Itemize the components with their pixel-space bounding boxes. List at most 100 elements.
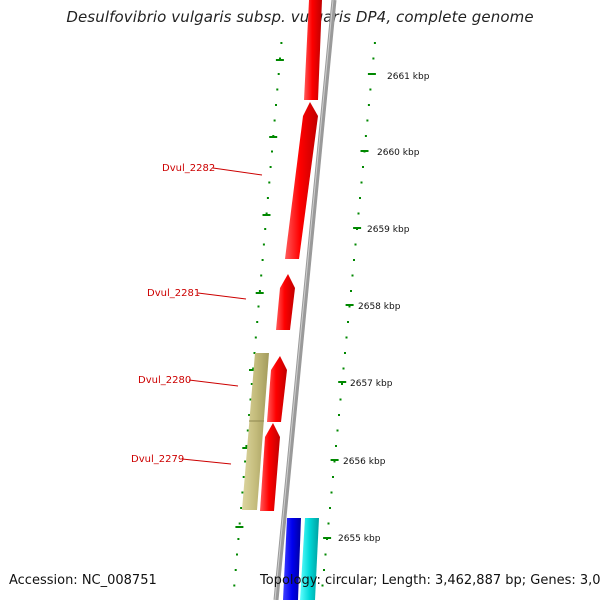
tick-major: [367, 73, 376, 75]
tick-dot: [345, 336, 348, 339]
tick-dot: [254, 336, 257, 339]
scale-label: 2659 kbp: [367, 225, 410, 235]
tick-dot: [249, 398, 252, 401]
tick-dot: [260, 274, 263, 277]
tick-dot: [273, 119, 276, 122]
tick-dot: [335, 445, 337, 447]
cyan-feature: [300, 518, 319, 600]
tick-dot: [237, 538, 240, 540]
gene-label-leaders: [181, 167, 263, 465]
tick-dot: [321, 584, 324, 587]
tick-major: [242, 447, 251, 449]
tick-dot: [348, 305, 351, 308]
scale-label: 2661 kbp: [387, 72, 430, 82]
tick-dot: [238, 522, 241, 525]
tick-dot: [336, 429, 339, 432]
tick-dot: [252, 367, 255, 370]
scale-label: 2656 kbp: [343, 457, 386, 467]
tick-dot: [256, 321, 259, 323]
tick-dot: [364, 135, 367, 137]
cds-dvul-2281: [276, 274, 295, 330]
tick-major: [275, 59, 284, 61]
tick-dot: [339, 398, 342, 401]
tick-dot: [366, 119, 369, 122]
genome-backbone: [273, 0, 337, 600]
tick-dot: [265, 212, 268, 215]
tick-dot: [264, 228, 267, 230]
tick-dot: [359, 197, 361, 199]
tick-dot: [242, 476, 245, 478]
gene-label: Dvul_2282: [162, 163, 215, 174]
tick-dot: [323, 569, 325, 571]
tick-dot: [245, 445, 248, 447]
tick-major: [323, 537, 332, 539]
tick-dot: [372, 57, 375, 60]
tick-major: [255, 292, 264, 294]
tick-major: [353, 227, 362, 229]
tick-marks: [233, 42, 376, 587]
tick-dot: [354, 243, 357, 246]
tick-major: [249, 369, 257, 371]
cds-dvul-2279: [260, 423, 280, 511]
tick-major: [338, 381, 347, 383]
tick-major: [360, 150, 369, 152]
tick-dot: [236, 553, 238, 556]
cds-dvul-2283: [304, 0, 322, 100]
gene-label: Dvul_2279: [131, 454, 184, 465]
blue-feature: [283, 518, 301, 600]
tick-dot: [360, 181, 363, 184]
tick-dot: [262, 243, 265, 246]
tick-dot: [250, 383, 253, 385]
tick-dot: [266, 197, 269, 199]
tick-dot: [279, 57, 281, 60]
tick-major: [262, 214, 271, 216]
tick-major: [235, 526, 244, 528]
tick-dot: [244, 460, 247, 463]
tick-dot: [268, 181, 271, 184]
tick-dot: [258, 290, 261, 292]
genome-backbone-highlight: [274, 0, 334, 600]
tick-dot: [233, 584, 236, 587]
tick-dot: [373, 42, 376, 44]
tick-dot: [353, 259, 355, 261]
tick-dot: [280, 42, 283, 44]
topology-summary: Topology: circular; Length: 3,462,887 bp…: [260, 573, 600, 588]
scale-label: 2657 kbp: [350, 379, 393, 389]
tick-dot: [261, 259, 264, 261]
tick-dot: [357, 212, 360, 215]
tick-dot: [257, 305, 260, 308]
tick-dot: [332, 476, 334, 478]
map-title: Desulfovibrio vulgaris subsp. vulgaris D…: [66, 8, 534, 26]
tick-dot: [344, 352, 346, 354]
tick-dot: [362, 166, 364, 168]
gene-label: Dvul_2281: [147, 288, 200, 299]
tick-dot: [324, 553, 327, 556]
tick-dot: [333, 460, 336, 463]
tick-dot: [369, 88, 372, 91]
tan-feature: [242, 353, 269, 510]
tick-dot: [327, 522, 330, 525]
cds-dvul-2280: [267, 356, 287, 422]
tick-dot: [240, 507, 243, 509]
scale-label: 2658 kbp: [358, 302, 401, 312]
tick-dot: [329, 507, 331, 509]
tick-dot: [276, 88, 279, 91]
tick-dot: [347, 321, 349, 323]
tick-dot: [248, 414, 251, 416]
tick-dot: [246, 429, 249, 432]
tick-dot: [351, 274, 354, 277]
scale-label: 2655 kbp: [338, 534, 381, 544]
cds-dvul-2282: [285, 102, 318, 259]
tick-dot: [271, 150, 273, 153]
tick-dot: [269, 166, 272, 168]
tick-major: [345, 304, 354, 306]
tick-dot: [367, 104, 370, 106]
tick-dot: [241, 491, 244, 494]
tick-dot: [338, 414, 340, 416]
tick-dot: [341, 383, 343, 385]
scale-label: 2660 kbp: [377, 148, 420, 158]
tick-dot: [350, 290, 352, 292]
tick-major: [330, 459, 339, 461]
accession-label: Accession: NC_008751: [9, 573, 157, 588]
